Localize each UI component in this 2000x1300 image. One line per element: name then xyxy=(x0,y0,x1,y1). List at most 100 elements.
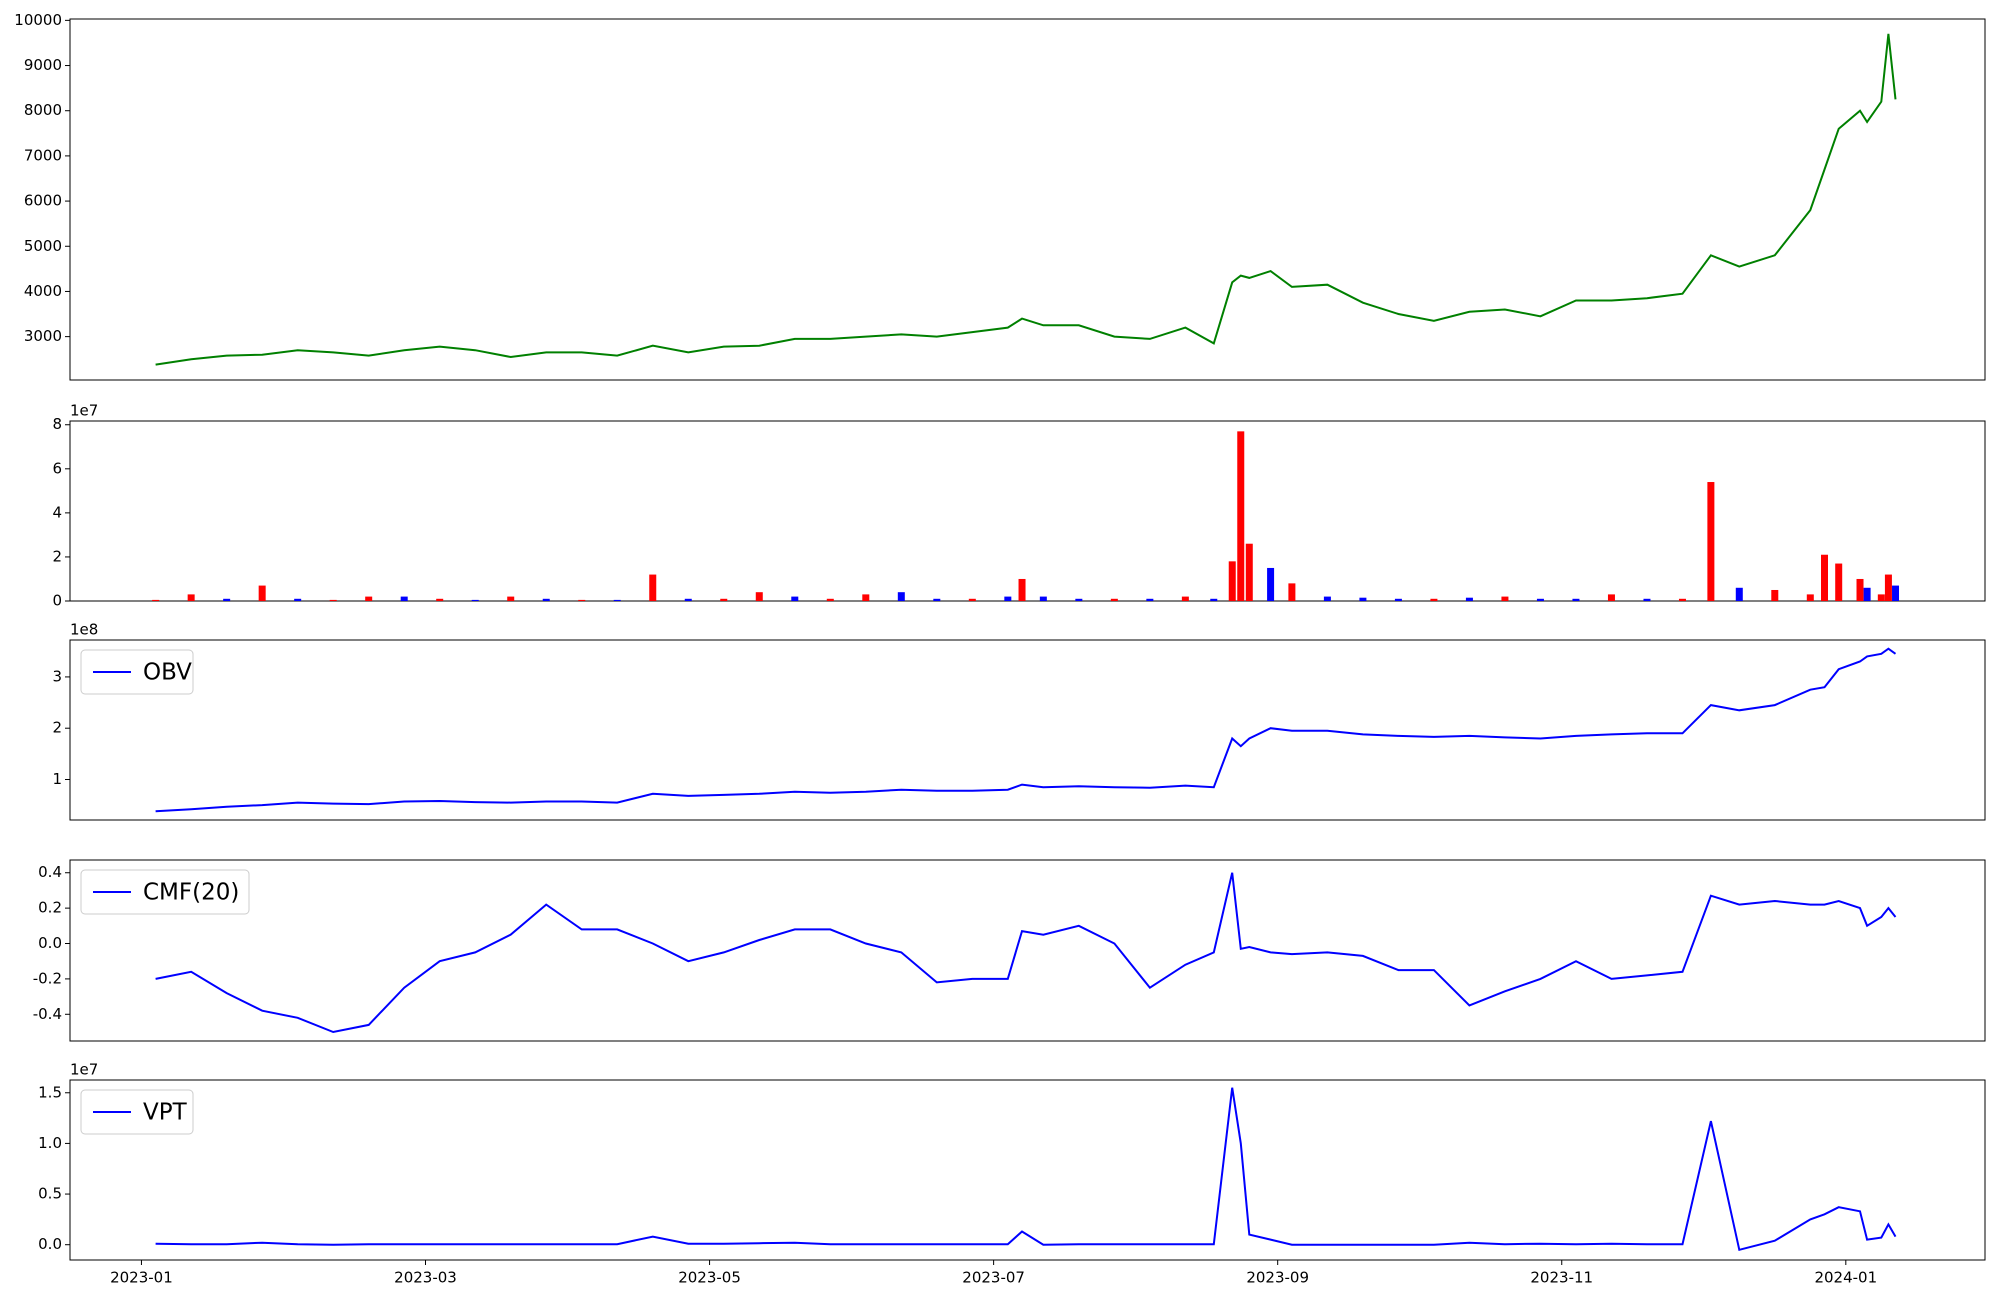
x-tick-label: 2023-11 xyxy=(1530,1269,1593,1287)
y-tick-label: 3000 xyxy=(24,327,62,345)
bar xyxy=(613,599,621,601)
bar xyxy=(1430,598,1438,601)
y-tick-label: 1.5 xyxy=(38,1083,62,1101)
bar xyxy=(1146,598,1154,601)
bar xyxy=(1806,594,1814,601)
bar xyxy=(1884,574,1892,601)
offset-text: 1e8 xyxy=(70,621,98,639)
line xyxy=(155,33,1897,366)
bar xyxy=(329,599,337,601)
bar xyxy=(542,598,550,601)
bar xyxy=(1288,583,1296,601)
bar xyxy=(1892,585,1900,601)
y-tick-label: 0.0 xyxy=(38,1235,62,1253)
bar xyxy=(436,598,444,601)
y-tick-label: 0.0 xyxy=(38,934,62,952)
bar xyxy=(1735,587,1743,601)
y-tick-label: 2 xyxy=(52,547,62,565)
y-tick-label: 3 xyxy=(52,667,62,685)
bar xyxy=(258,585,266,601)
bar xyxy=(507,596,515,601)
y-tick-label: 5000 xyxy=(24,237,62,255)
bar xyxy=(1707,482,1715,601)
bar xyxy=(1004,596,1012,601)
bar xyxy=(1323,596,1331,601)
y-tick-label: 0.2 xyxy=(38,899,62,917)
bar xyxy=(1572,598,1580,601)
y-tick-label: 7000 xyxy=(24,146,62,164)
line xyxy=(155,647,1897,813)
bar xyxy=(152,599,160,601)
bar xyxy=(578,599,586,601)
legend-box xyxy=(80,1089,194,1135)
axes-frame xyxy=(69,639,1986,821)
bar xyxy=(1018,578,1026,601)
x-tick-label: 2023-07 xyxy=(962,1269,1025,1287)
axes-frame xyxy=(69,18,1986,381)
y-tick-label: 8 xyxy=(52,415,62,433)
bar xyxy=(1877,594,1885,601)
y-tick-label: -0.4 xyxy=(33,1005,62,1023)
y-tick-label: 10000 xyxy=(14,11,62,29)
bar xyxy=(1075,598,1083,601)
bar xyxy=(1228,561,1236,601)
legend-label: CMF(20) xyxy=(143,880,239,906)
bar xyxy=(1643,598,1651,601)
y-tick-label: 0 xyxy=(52,592,62,610)
x-tick-label: 2023-09 xyxy=(1246,1269,1309,1287)
bar xyxy=(223,598,231,601)
bar xyxy=(1210,598,1218,601)
y-tick-label: 6000 xyxy=(24,192,62,210)
offset-text: 1e7 xyxy=(70,402,98,420)
bar xyxy=(826,598,834,601)
bar xyxy=(471,599,479,601)
bar xyxy=(1856,578,1864,601)
x-tick-label: 2023-03 xyxy=(394,1269,457,1287)
bar xyxy=(365,596,373,601)
y-tick-label: 1 xyxy=(52,770,62,788)
legend-label: OBV xyxy=(143,660,192,686)
bar xyxy=(294,598,302,601)
line xyxy=(155,1087,1897,1252)
bar xyxy=(1536,598,1544,601)
offset-text: 1e7 xyxy=(70,1061,98,1079)
y-tick-label: 4 xyxy=(52,503,62,521)
y-tick-label: 8000 xyxy=(24,101,62,119)
bar xyxy=(400,596,408,601)
bar xyxy=(897,592,905,601)
bar xyxy=(1607,594,1615,601)
bar xyxy=(187,594,195,601)
axes-frame xyxy=(69,859,1986,1042)
y-tick-label: 9000 xyxy=(24,56,62,74)
axes-frame xyxy=(69,420,1986,602)
bar xyxy=(1863,587,1871,601)
x-tick-label: 2023-05 xyxy=(678,1269,741,1287)
x-tick-label: 2024-01 xyxy=(1814,1269,1877,1287)
axes-frame xyxy=(69,1079,1986,1261)
y-tick-label: 6 xyxy=(52,459,62,477)
line xyxy=(155,872,1897,1034)
bar xyxy=(1465,597,1473,601)
bar xyxy=(1394,598,1402,601)
bar xyxy=(684,598,692,601)
legend-box xyxy=(80,869,250,915)
x-tick-label: 2023-01 xyxy=(110,1269,173,1287)
bar xyxy=(1835,563,1843,601)
bar xyxy=(1039,596,1047,601)
bar xyxy=(1110,598,1118,601)
bar xyxy=(1678,598,1686,601)
bar xyxy=(1245,543,1253,601)
y-tick-label: 2 xyxy=(52,719,62,737)
y-tick-label: 0.5 xyxy=(38,1185,62,1203)
bar xyxy=(649,574,657,601)
bar xyxy=(1771,589,1779,601)
bar xyxy=(1501,596,1509,601)
bar xyxy=(1267,567,1275,601)
bar xyxy=(755,592,763,601)
bar xyxy=(1821,554,1829,601)
bar xyxy=(1359,597,1367,601)
bar xyxy=(791,596,799,601)
bar xyxy=(720,598,728,601)
y-tick-label: 4000 xyxy=(24,282,62,300)
